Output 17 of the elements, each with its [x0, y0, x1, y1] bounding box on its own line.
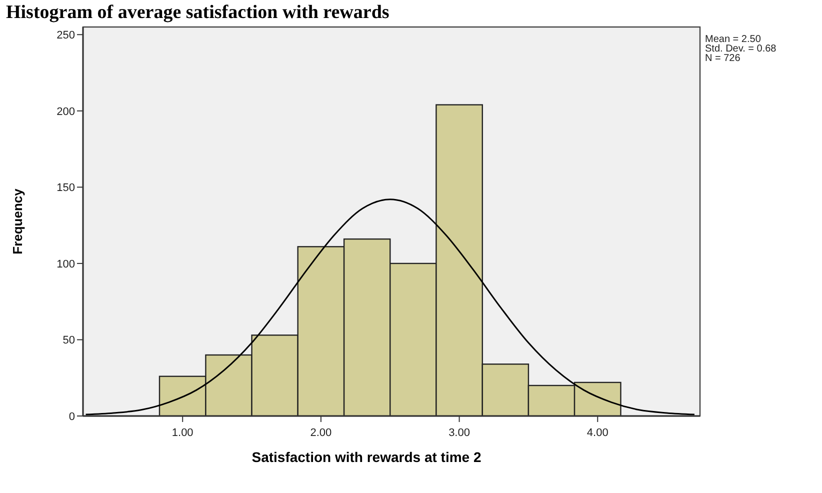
y-axis-title: Frequency [10, 188, 25, 254]
y-tick-label: 150 [56, 182, 75, 194]
x-tick-label: 2.00 [310, 427, 332, 439]
y-tick-label: 0 [68, 410, 75, 423]
x-tick-label: 3.00 [448, 427, 470, 439]
chart-title: Histogram of average satisfaction with rewards [6, 2, 390, 23]
text: Std. Dev. = 0.68 [705, 44, 777, 54]
x-tick-label: 1.00 [172, 427, 194, 439]
x-tick-label: 4.00 [586, 427, 608, 439]
text: Mean = 2.50 [705, 34, 762, 45]
x-axis-title: Satisfaction with rewards at time 2 [252, 449, 482, 465]
y-tick-label: 250 [56, 29, 75, 42]
text: N = 726 [705, 53, 741, 64]
y-tick-label: 200 [56, 106, 75, 118]
line-series [85, 198, 696, 416]
y-tick-label: 100 [56, 258, 75, 270]
y-tick-label: 50 [62, 334, 75, 347]
